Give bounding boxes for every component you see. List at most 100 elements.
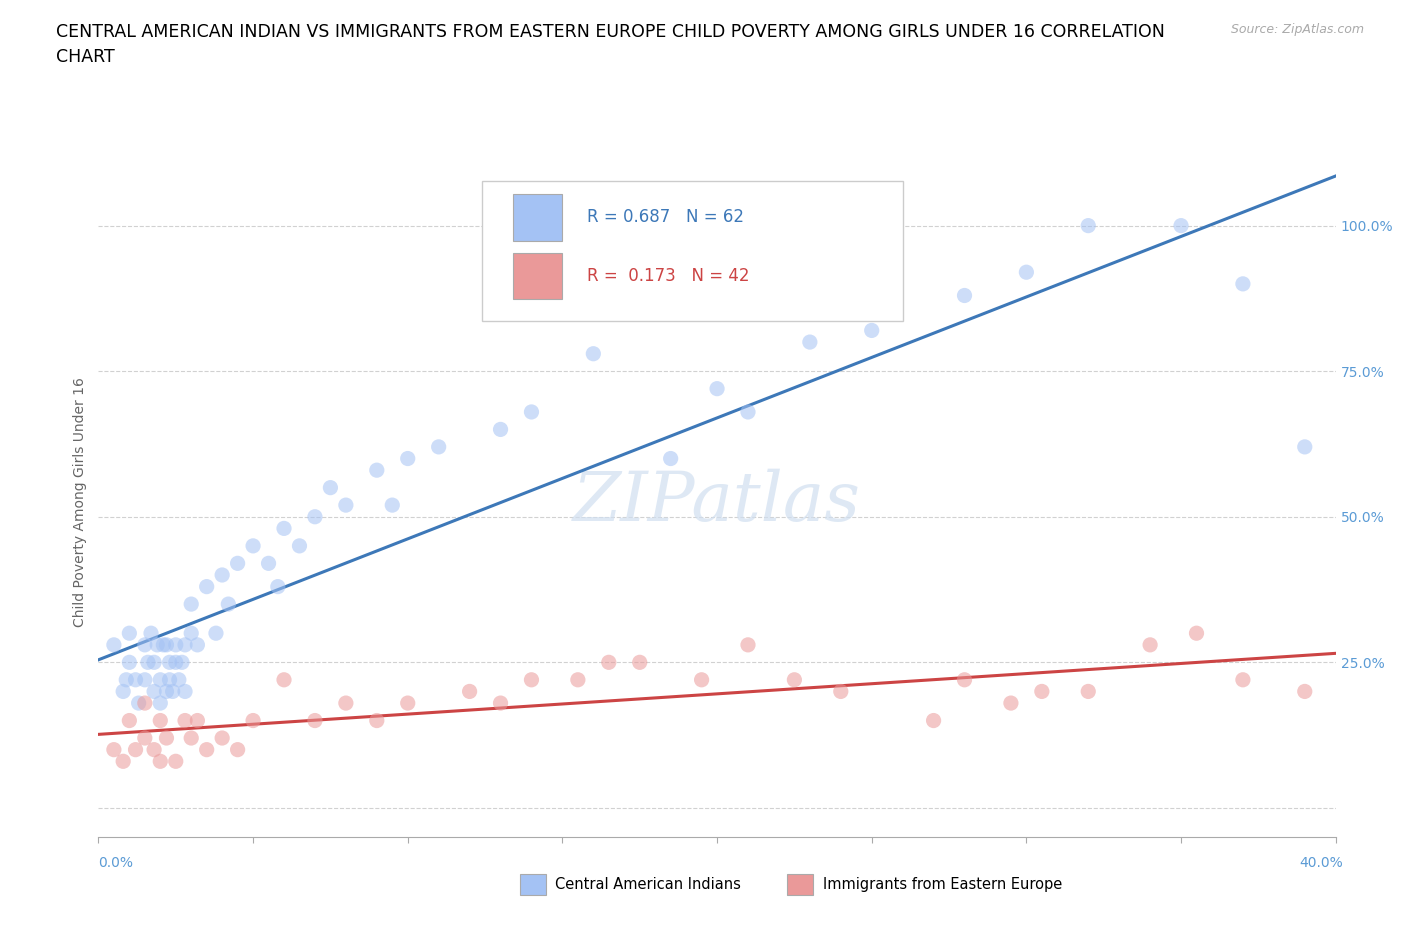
Point [458,684,481,698]
Point [149,696,172,711]
Point [953,672,976,687]
Point [1294,440,1316,455]
Point [217,597,239,612]
Point [396,451,419,466]
Point [1077,219,1099,233]
Point [115,672,138,687]
Point [128,696,150,711]
Point [165,637,187,652]
Point [211,731,233,746]
Point [830,684,852,698]
Point [489,696,512,711]
Y-axis label: Child Poverty Among Girls Under 16: Child Poverty Among Girls Under 16 [73,378,87,627]
Point [195,742,218,757]
Point [520,672,543,687]
Point [366,713,388,728]
Point [162,684,184,698]
Point [186,637,208,652]
Point [1232,672,1254,687]
FancyBboxPatch shape [482,180,903,322]
Point [1170,219,1192,233]
Text: Immigrants from Eastern Europe: Immigrants from Eastern Europe [823,877,1062,892]
Point [112,684,135,698]
Point [159,655,181,670]
Text: R = 0.687   N = 62: R = 0.687 N = 62 [588,208,744,227]
Point [103,637,125,652]
Point [860,323,883,338]
Point [170,655,193,670]
Point [520,405,543,419]
Point [288,538,311,553]
Point [134,637,156,652]
Text: R =  0.173   N = 42: R = 0.173 N = 42 [588,267,749,285]
Point [139,626,162,641]
Point [273,672,295,687]
Point [1185,626,1208,641]
Point [427,440,450,455]
Text: CHART: CHART [56,48,115,66]
Point [1031,684,1053,698]
Point [567,672,589,687]
Point [226,556,249,571]
Point [335,498,357,512]
Text: CENTRAL AMERICAN INDIAN VS IMMIGRANTS FROM EASTERN EUROPE CHILD POVERTY AMONG GI: CENTRAL AMERICAN INDIAN VS IMMIGRANTS FR… [56,23,1166,41]
Point [143,655,166,670]
Point [489,422,512,437]
Point [257,556,280,571]
Point [118,655,141,670]
Point [335,696,357,711]
Point [180,626,202,641]
Point [319,480,342,495]
Point [582,346,605,361]
Point [143,742,166,757]
Point [174,713,197,728]
Text: ZIPatlas: ZIPatlas [574,469,860,536]
Point [304,510,326,525]
Point [149,672,172,687]
Point [381,498,404,512]
Point [149,754,172,769]
Point [1232,276,1254,291]
Point [195,579,218,594]
Text: Central American Indians: Central American Indians [555,877,741,892]
Point [737,637,759,652]
Point [304,713,326,728]
Point [146,637,169,652]
Point [366,463,388,478]
Point [180,597,202,612]
Point [174,684,197,698]
Point [205,626,228,641]
Point [1000,696,1022,711]
Point [396,696,419,711]
Point [953,288,976,303]
Point [149,713,172,728]
Text: Source: ZipAtlas.com: Source: ZipAtlas.com [1230,23,1364,36]
Point [267,579,290,594]
Point [112,754,135,769]
Point [1139,637,1161,652]
Point [242,538,264,553]
Point [598,655,620,670]
Point [103,742,125,757]
Point [1077,684,1099,698]
Point [124,672,146,687]
Point [226,742,249,757]
Point [180,731,202,746]
Point [659,451,682,466]
Point [155,731,177,746]
Point [690,672,713,687]
Point [167,672,190,687]
Point [211,567,233,582]
Point [143,684,166,698]
Point [1294,684,1316,698]
Point [134,696,156,711]
Point [155,637,177,652]
Point [922,713,945,728]
Point [152,637,174,652]
Point [124,742,146,757]
Point [273,521,295,536]
Point [159,672,181,687]
Point [134,731,156,746]
Text: 40.0%: 40.0% [1299,856,1343,870]
Text: 0.0%: 0.0% [98,856,134,870]
